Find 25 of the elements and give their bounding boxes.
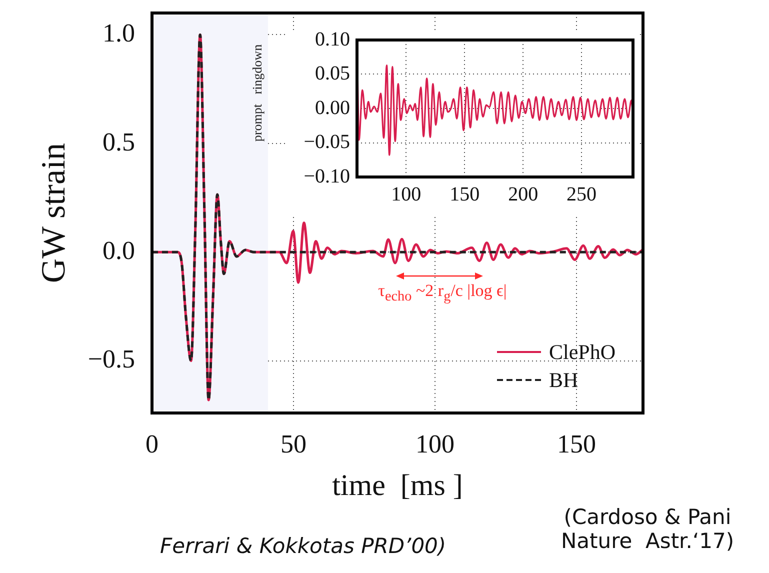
- text: (Cardoso & Pani Nature Astr.‘17): [560, 505, 736, 553]
- y-tick-label: 1.0: [102, 18, 135, 48]
- y-tick-label: −0.05: [304, 131, 350, 153]
- x-tick-label: 150: [556, 429, 596, 458]
- y-axis-title: GW strain: [35, 142, 72, 284]
- legend-label: BH: [549, 368, 578, 392]
- y-tick-label: 0.00: [315, 96, 350, 119]
- x-tick-label: 200: [508, 183, 538, 206]
- y-tick-label: −0.10: [304, 165, 350, 188]
- x-tick-label: 100: [415, 429, 454, 458]
- text: Ferrari & Kokkotas PRD’00): [160, 534, 448, 558]
- x-tick-label: 50: [280, 429, 306, 458]
- y-tick-label: 0.0: [102, 236, 135, 265]
- y-tick-label: 0.5: [102, 127, 135, 156]
- legend-label: ClePhO: [549, 340, 616, 364]
- x-axis-title: time [ms ]: [332, 468, 463, 502]
- y-tick-label: 0.05: [315, 62, 350, 84]
- y-tick-label: −0.5: [88, 344, 135, 374]
- band-label: prompt ringdown: [249, 44, 264, 142]
- x-tick-label: 150: [450, 183, 480, 206]
- x-tick-label: 250: [566, 183, 597, 206]
- x-tick-label: 0: [146, 429, 158, 458]
- x-tick-label: 100: [391, 183, 422, 206]
- annotation: τ$_{echo}$ ~2 r$_{g}$/c |log ϵ|: [377, 281, 508, 306]
- y-tick-label: 0.10: [315, 28, 350, 50]
